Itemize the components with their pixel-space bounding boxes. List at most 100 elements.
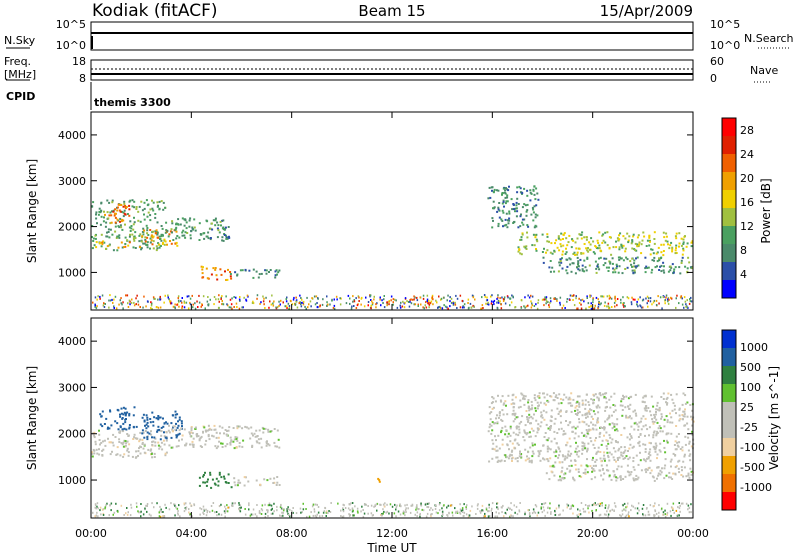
echo-cell (596, 247, 599, 250)
echo-cell (238, 442, 241, 444)
echo-cell (124, 421, 127, 424)
echo-cell (604, 506, 607, 509)
echo-cell (577, 455, 580, 458)
echo-cell (121, 303, 123, 306)
echo-cell (99, 423, 102, 426)
echo-cell (116, 422, 119, 425)
echo-cell (413, 303, 415, 306)
echo-cell (452, 514, 454, 517)
echo-cell (524, 306, 526, 309)
echo-cell (169, 240, 171, 242)
echo-cell (139, 438, 142, 441)
echo-cell (211, 434, 214, 437)
power-colorbar-frame (721, 117, 737, 299)
echo-cell (175, 230, 178, 233)
echo-cell (128, 226, 131, 229)
echo-cell (190, 505, 193, 507)
echo-cell (370, 304, 372, 307)
echo-cell (146, 244, 149, 246)
echo-cell (627, 297, 630, 300)
echo-cell (604, 406, 607, 409)
echo-cell (149, 208, 152, 211)
echo-cell (481, 504, 484, 507)
echo-cell (159, 445, 162, 448)
power-colorbar-swatch (722, 280, 736, 298)
echo-cell (255, 429, 258, 432)
echo-cell (143, 229, 146, 232)
echo-cell (627, 450, 629, 452)
echo-cell (146, 204, 149, 207)
echo-cell (158, 416, 161, 419)
echo-cell (633, 262, 636, 265)
echo-cell (314, 514, 317, 517)
echo-cell (242, 439, 245, 442)
echo-cell (605, 439, 608, 442)
echo-cell (675, 244, 678, 247)
echo-cell (679, 296, 682, 299)
echo-cell (190, 431, 193, 434)
echo-cell (584, 447, 587, 450)
echo-cell (134, 437, 137, 440)
echo-cell (140, 446, 142, 449)
echo-cell (392, 303, 394, 306)
echo-cell (108, 244, 111, 247)
echo-cell (160, 225, 163, 227)
echo-cell (186, 232, 189, 234)
echo-cell (487, 301, 489, 304)
echo-cell (352, 300, 354, 303)
echo-cell (516, 191, 519, 194)
echo-cell (258, 442, 261, 445)
echo-cell (620, 301, 622, 304)
echo-cell (357, 511, 359, 514)
echo-cell (150, 448, 153, 451)
echo-cell (547, 506, 549, 509)
echo-cell (514, 412, 517, 415)
echo-cell (386, 510, 389, 513)
echo-cell (160, 200, 163, 203)
echo-cell (635, 454, 638, 457)
echo-cell (128, 424, 131, 426)
echo-cell (676, 514, 679, 517)
echo-cell (367, 301, 370, 303)
echo-cell (190, 429, 193, 432)
echo-cell (532, 452, 535, 455)
echo-cell (151, 199, 153, 202)
echo-cell (550, 242, 553, 245)
echo-cell (675, 509, 678, 512)
echo-cell (504, 400, 507, 403)
echo-cell (511, 413, 514, 416)
power-colorbar-swatch (722, 118, 736, 136)
echo-cell (97, 213, 100, 216)
echo-cell (662, 269, 665, 272)
echo-cell (491, 447, 494, 450)
echo-cell (634, 393, 637, 396)
echo-cell (510, 301, 513, 304)
echo-cell (185, 506, 188, 509)
echo-cell (277, 271, 280, 274)
echo-cell (270, 303, 273, 306)
echo-cell (276, 445, 278, 448)
echo-cell (158, 511, 160, 514)
echo-cell (254, 435, 257, 438)
echo-cell (512, 515, 514, 518)
echo-cell (181, 305, 184, 308)
echo-cell (567, 504, 570, 507)
echo-cell (465, 508, 468, 510)
echo-cell (588, 511, 590, 514)
echo-cell (592, 418, 594, 420)
echo-cell (504, 454, 507, 457)
echo-cell (498, 202, 501, 204)
echo-cell (459, 511, 461, 514)
echo-cell (665, 398, 668, 401)
echo-cell (315, 295, 318, 298)
echo-cell (650, 469, 653, 472)
echo-cell (627, 241, 630, 244)
echo-cell (528, 413, 531, 416)
echo-cell (230, 303, 233, 306)
echo-cell (223, 510, 226, 513)
echo-cell (187, 307, 190, 310)
echo-cell (112, 433, 115, 436)
echo-cell (93, 452, 96, 455)
echo-cell (594, 502, 596, 505)
echo-cell (519, 399, 522, 402)
